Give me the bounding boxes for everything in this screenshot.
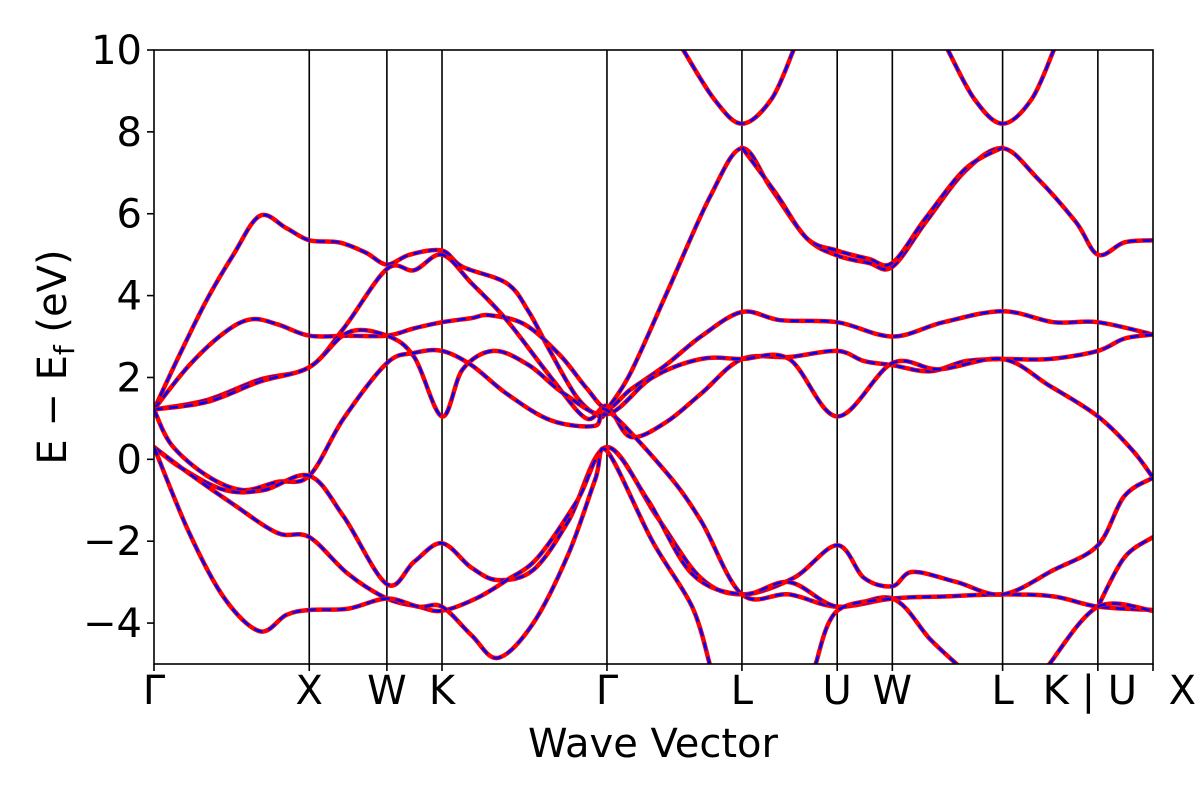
plot-frame (153, 49, 1154, 665)
y-tick-label: 10 (91, 28, 142, 74)
band-line-blue-dashed (154, 253, 1153, 439)
y-tick-label: 8 (117, 110, 142, 156)
band-line-red (1047, 601, 1153, 664)
band-line-red (154, 444, 712, 664)
band-line-blue-dashed (154, 445, 959, 664)
band-curves (154, 50, 1153, 664)
y-axis-title-subscript: f (48, 344, 81, 355)
x-tick-label: K (429, 668, 457, 714)
y-axis-title: E − Ef (eV) (30, 249, 81, 464)
y-tick-label: 4 (117, 274, 142, 320)
y-tick-label: 0 (117, 437, 142, 483)
x-tick-label: X (296, 668, 323, 714)
band-line-blue-dashed (1096, 536, 1153, 608)
x-tick-label: L (991, 668, 1014, 714)
band-line-blue-dashed (154, 328, 1153, 479)
x-tick-label: W (873, 668, 913, 714)
x-tick-label: Γ (143, 668, 166, 714)
y-axis-title-main: E − E (30, 355, 76, 465)
band-line-blue-dashed (1048, 602, 1153, 664)
y-axis-title-unit: (eV) (30, 249, 76, 345)
x-tick-label: Γ (596, 668, 619, 714)
x-tick-label: K | U (1043, 668, 1137, 714)
band-line-red (1095, 534, 1153, 609)
band-line-blue-dashed (740, 146, 1004, 267)
y-tick-label: −4 (83, 601, 142, 647)
band-line-blue-dashed (682, 50, 795, 125)
y-tick-label: −2 (83, 519, 142, 565)
band-line-blue-dashed (154, 446, 711, 664)
x-tick-label: X (1169, 668, 1196, 714)
x-tick-label: W (367, 668, 407, 714)
band-line-red (681, 50, 796, 126)
band-line-blue-dashed (154, 309, 1153, 411)
x-tick-label: L (731, 668, 754, 714)
x-tick-label: U (823, 668, 852, 714)
x-axis-title: Wave Vector (528, 721, 779, 767)
band-line-red (945, 50, 1057, 126)
band-line-red (813, 596, 895, 664)
y-tick-label: 2 (117, 355, 142, 401)
y-axis: −4 −2 0 2 4 6 8 10 (83, 28, 154, 647)
band-line-blue-dashed (946, 50, 1055, 125)
y-tick-label: 6 (117, 192, 142, 238)
